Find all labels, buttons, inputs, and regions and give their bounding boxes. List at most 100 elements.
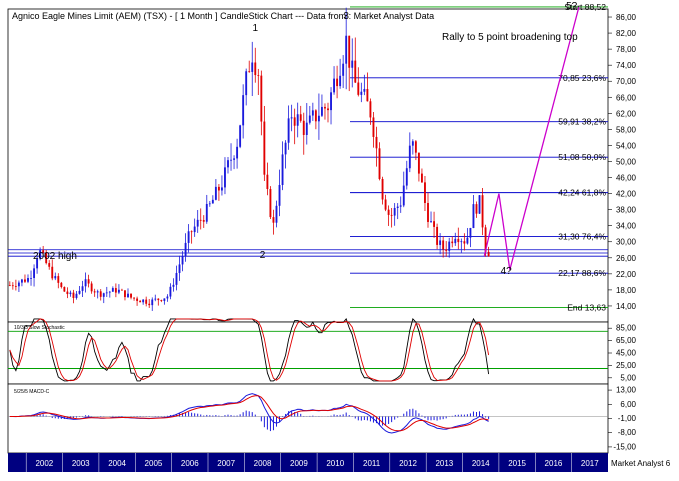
- y-tick-label: 62,00: [616, 109, 637, 118]
- candle-body: [42, 250, 45, 253]
- candle-body: [236, 146, 239, 159]
- candle-body: [69, 292, 72, 295]
- candle-body: [160, 300, 163, 301]
- y-tick-label: 58,00: [616, 125, 637, 134]
- x-tick-label: 2014: [472, 459, 490, 468]
- candle-body: [387, 209, 390, 215]
- y-tick-label: 26,00: [616, 254, 637, 263]
- macd-y-tick-label: 13,00: [616, 386, 637, 395]
- candle-body: [421, 173, 423, 183]
- candle-body: [290, 117, 293, 119]
- macd-title: 5/25/5 MACD-C: [14, 389, 50, 395]
- candle-body: [187, 231, 190, 243]
- y-tick-label: 38,00: [616, 206, 637, 215]
- candle-body: [427, 203, 429, 222]
- candle-body: [84, 279, 87, 287]
- candle-body: [378, 148, 381, 179]
- candle-body: [157, 298, 160, 301]
- candle-body: [54, 276, 57, 279]
- candle-body: [308, 115, 311, 123]
- candle-body: [108, 291, 111, 293]
- candle-body: [357, 82, 360, 95]
- candle-body: [381, 178, 384, 200]
- candle-body: [148, 303, 151, 306]
- candle-body: [175, 272, 178, 285]
- candle-body: [402, 185, 405, 206]
- x-tick-label: 2011: [363, 459, 381, 468]
- candle-body: [296, 114, 299, 126]
- x-tick-label: 2003: [72, 459, 90, 468]
- macd-signal-line: [9, 395, 489, 432]
- candle-body: [433, 221, 435, 227]
- candle-body: [487, 251, 490, 257]
- candle-body: [57, 276, 60, 283]
- candle-body: [369, 101, 372, 118]
- candle-body: [351, 60, 354, 68]
- candle-body: [242, 95, 245, 126]
- candle-body: [102, 293, 105, 297]
- candle-body: [302, 120, 305, 135]
- candle-body: [454, 238, 457, 244]
- y-tick-label: 46,00: [616, 174, 637, 183]
- candle-body: [136, 298, 139, 301]
- y-tick-label: 50,00: [616, 157, 637, 166]
- candle-body: [466, 237, 469, 244]
- candle-body: [66, 291, 69, 295]
- x-tick-label: 2010: [326, 459, 344, 468]
- candle-body: [211, 199, 214, 204]
- candle-body: [233, 158, 235, 160]
- y-tick-label: 86,00: [616, 13, 637, 22]
- candle-body: [263, 121, 266, 175]
- candle-body: [139, 300, 142, 303]
- candle-body: [311, 110, 314, 116]
- x-tick-label: 2004: [108, 459, 126, 468]
- candle-body: [411, 141, 414, 146]
- candle-body: [172, 284, 175, 287]
- candle-body: [111, 288, 114, 292]
- candle-body: [287, 118, 290, 143]
- candle-body: [117, 289, 120, 293]
- y-tick-label: 34,00: [616, 222, 637, 231]
- candle-body: [87, 279, 90, 284]
- y-tick-label: 70,00: [616, 77, 637, 86]
- candle-body: [317, 115, 320, 122]
- candle-body: [166, 296, 169, 299]
- candle-body: [439, 240, 442, 245]
- candle-body: [248, 71, 251, 73]
- candle-body: [45, 252, 48, 264]
- candle-body: [339, 75, 342, 87]
- candle-body: [90, 283, 93, 292]
- candle-body: [269, 189, 272, 218]
- candle-body: [30, 277, 32, 279]
- candle-body: [472, 204, 475, 229]
- candle-body: [442, 240, 445, 250]
- candle-body: [99, 291, 102, 297]
- annotation-text: Rally to 5 point broadening top: [442, 32, 578, 43]
- candle-body: [299, 114, 302, 121]
- x-tick-label: 2002: [35, 459, 53, 468]
- candle-body: [451, 241, 454, 244]
- candle-body: [93, 291, 96, 293]
- candle-body: [393, 207, 396, 216]
- candle-body: [184, 242, 187, 257]
- candle-body: [445, 249, 448, 251]
- candle-body: [424, 182, 426, 204]
- candle-body: [14, 286, 17, 287]
- fib-level-label: Start 88,52: [564, 2, 606, 12]
- candle-body: [278, 184, 281, 206]
- candle-body: [178, 264, 181, 273]
- wave-point-label: 4?: [501, 266, 513, 277]
- candle-body: [8, 285, 11, 287]
- candle-body: [436, 226, 439, 245]
- candle-body: [363, 88, 366, 92]
- candle-body: [163, 298, 166, 301]
- y-tick-label: 54,00: [616, 141, 637, 150]
- candle-body: [78, 290, 81, 294]
- stochastic-title: 10/3/3 Slow Stochastic: [14, 325, 65, 331]
- candle-body: [478, 195, 481, 214]
- stoch-y-tick-label: 85,00: [616, 324, 637, 333]
- candle-body: [305, 122, 308, 135]
- candle-body: [145, 299, 148, 304]
- candle-body: [96, 291, 99, 293]
